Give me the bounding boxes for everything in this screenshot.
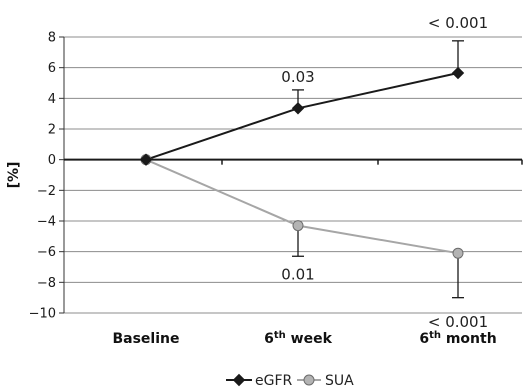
sua-marker (292, 220, 304, 232)
annotation-label: < 0.001 (428, 14, 488, 32)
y-tick-label: 8 (48, 31, 56, 46)
y-tick-label: −4 (37, 215, 56, 230)
legend: eGFR SUA (226, 373, 354, 389)
series-line-egfr (145, 72, 459, 161)
legend-label-egfr: eGFR (255, 373, 293, 389)
egfr-marker (139, 153, 153, 166)
x-category-labels: Baseline 6th week 6th month (112, 330, 496, 347)
error-bars (292, 40, 464, 299)
annotations: 0.03 < 0.001 0.01 < 0.001 (281, 14, 488, 331)
y-tick-labels: 8 6 4 2 0 −2 −4 −6 −8 −10 (29, 31, 56, 322)
sua-marker (452, 247, 464, 259)
egfr-marker (451, 66, 465, 80)
y-tick-label: −6 (37, 245, 56, 260)
y-tick-label: −8 (37, 276, 56, 291)
y-tick-label: 4 (48, 92, 56, 107)
y-tick-label: −10 (29, 307, 56, 322)
y-tick-label: −2 (37, 184, 56, 199)
y-tick-label: 2 (48, 123, 56, 138)
series-markers (139, 66, 465, 259)
x-category-label: Baseline (112, 331, 179, 347)
x-category-label: 6th week (264, 330, 332, 347)
egfr-marker (291, 102, 305, 115)
annotation-label: 0.01 (281, 266, 314, 284)
series-line-sua (145, 158, 459, 255)
annotation-label: 0.03 (281, 68, 314, 86)
gridlines (64, 36, 522, 314)
legend-label-sua: SUA (325, 373, 354, 389)
y-tick-label: 0 (48, 153, 56, 168)
annotation-label: < 0.001 (428, 313, 488, 331)
x-category-label: 6th month (419, 330, 496, 347)
y-tick-label: 6 (48, 61, 56, 76)
legend-marker-sua (303, 374, 315, 386)
legend-marker-egfr (232, 373, 246, 387)
y-axis-label: [%] (6, 162, 22, 189)
